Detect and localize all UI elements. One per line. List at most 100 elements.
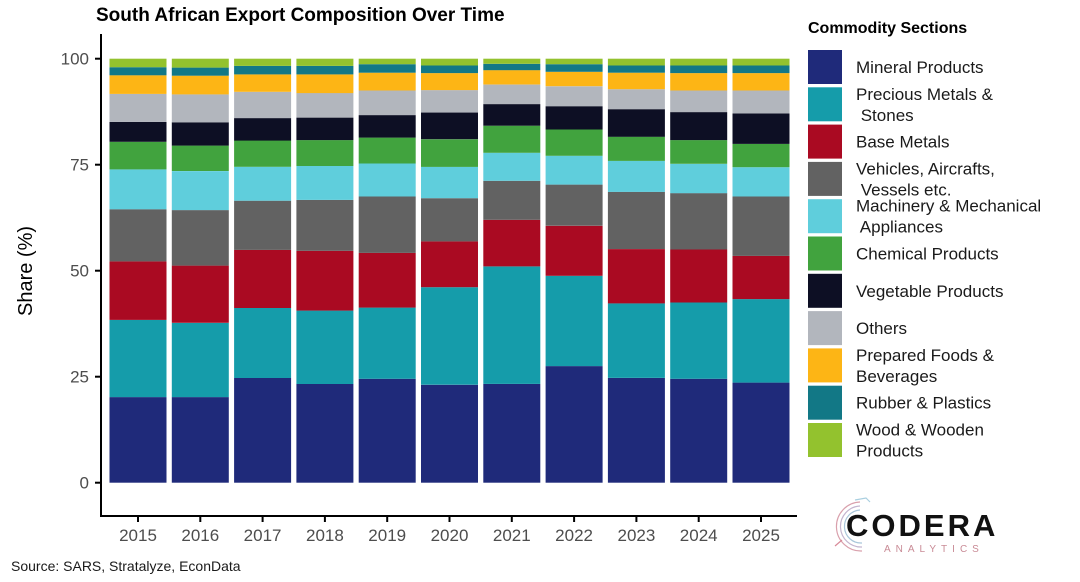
bar-segment-2025-0 [732,382,790,483]
bar-segment-2015-7 [109,93,167,122]
legend-label: Beverages [856,367,937,386]
bar-segment-2023-6 [607,109,665,137]
legend-label: Products [856,442,923,461]
bar-segment-2017-0 [234,378,292,483]
y-tick-label: 100 [61,50,89,69]
bar-segment-2017-8 [234,74,292,92]
bar-segment-2016-1 [171,322,229,398]
bar-segment-2024-4 [670,163,728,194]
bar-segment-2022-1 [545,275,603,367]
bar-segment-2015-5 [109,141,167,170]
x-tick-label: 2022 [555,526,593,545]
bar-segment-2019-2 [358,252,416,308]
legend-item: Others [808,311,907,346]
x-tick-label: 2021 [493,526,531,545]
legend-label: Mineral Products [856,58,984,77]
bar-segment-2022-8 [545,71,603,87]
bar-segment-2024-7 [670,90,728,113]
bar-segment-2019-0 [358,378,416,483]
bar-segment-2020-4 [421,166,478,199]
bar-segment-2021-9 [483,63,541,71]
bar-segment-2019-9 [358,64,416,73]
legend-swatch [808,50,842,84]
y-tick-label: 50 [70,262,89,281]
bar-segment-2019-8 [358,72,416,91]
bar-segment-2019-4 [358,163,416,197]
bar-segment-2024-3 [670,193,728,250]
x-tick-label: 2017 [244,526,282,545]
x-tick-label: 2019 [368,526,406,545]
x-tick-label: 2020 [431,526,469,545]
bar-segment-2022-6 [545,106,603,130]
bar-segment-2023-1 [607,303,665,378]
bar-segment-2021-1 [483,266,541,384]
legend-label: Machinery & Mechanical [856,197,1041,216]
bar-segment-2023-2 [607,249,665,304]
legend-label: Rubber & Plastics [856,394,991,413]
bar-segment-2025-1 [732,299,790,383]
logo-circuit-icon [834,497,871,552]
bar-segment-2018-5 [296,140,354,166]
bar-segment-2017-4 [234,166,292,201]
bar-segment-2022-2 [545,225,603,276]
bar-segment-2017-6 [234,118,292,141]
bar-segment-2019-10 [358,58,416,65]
bar-segment-2017-7 [234,91,292,119]
bar-segment-2021-0 [483,383,541,483]
bar-segment-2025-10 [732,58,790,66]
bar-segment-2018-4 [296,166,354,200]
bar-segment-2024-9 [670,65,728,74]
bar-segment-2023-0 [607,378,665,483]
bar-segment-2021-7 [483,84,541,105]
bar-segment-2022-9 [545,64,603,72]
bar-segment-2020-10 [421,58,478,66]
bar-segment-2020-9 [421,65,478,74]
legend-swatch [808,273,842,308]
bar-segment-2022-10 [545,58,603,65]
legend-item: Mineral Products [808,50,984,84]
bar-segment-2015-8 [109,75,167,94]
bar-segment-2025-9 [732,65,790,74]
bar-segment-2015-4 [109,169,167,210]
x-tick-label: 2024 [680,526,718,545]
bar-segment-2017-1 [234,308,292,378]
legend-swatch [808,236,842,271]
bar-segment-2015-6 [109,121,167,142]
legend-swatch [808,348,842,383]
y-tick-label: 0 [80,474,89,493]
bar-segment-2023-7 [607,89,665,110]
y-axis-ticks: 0 25 50 75 100 [61,50,101,493]
bar-segment-2015-10 [109,58,167,68]
legend-swatch [808,161,842,196]
bar-segment-2016-0 [171,397,229,483]
legend-swatch [808,385,842,420]
legend-swatch [808,423,842,457]
legend-swatch [808,311,842,346]
legend-swatch [808,124,842,159]
bar-segment-2021-3 [483,180,541,220]
bar-segment-2024-8 [670,73,728,91]
bar-segment-2022-0 [545,366,603,483]
bar-segment-2018-8 [296,74,354,94]
logo-subtitle: ANALYTICS [884,544,984,555]
bar-segment-2018-3 [296,199,354,251]
chart-title: South African Export Composition Over Ti… [96,5,505,26]
legend-item: Vegetable Products [808,273,1003,308]
bar-segment-2016-8 [171,75,229,95]
bar-segment-2020-7 [421,90,478,113]
bar-segment-2016-7 [171,94,229,123]
legend-label: Stones [856,106,914,125]
bar-segment-2021-4 [483,152,541,181]
source-caption: Source: SARS, Stratalyze, EconData [11,558,241,574]
bar-segment-2021-8 [483,70,541,85]
x-tick-label: 2015 [119,526,157,545]
bar-segment-2016-9 [171,67,229,76]
legend: Mineral Products Precious Metals & Stones… [808,50,1041,461]
bar-segment-2019-6 [358,115,416,138]
bar-segment-2019-3 [358,196,416,253]
bar-segment-2024-0 [670,378,728,483]
bar-segment-2016-4 [171,171,229,211]
legend-label: Prepared Foods & [856,346,995,365]
legend-label: Others [856,319,907,338]
